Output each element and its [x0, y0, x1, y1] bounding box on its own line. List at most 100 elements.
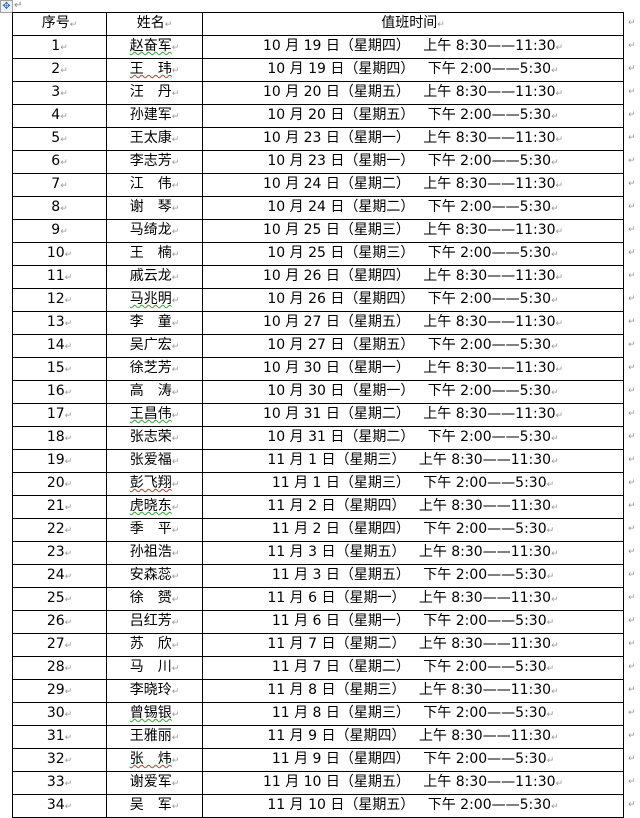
row-number-cell[interactable]: 26 [12, 610, 107, 634]
row-number-cell[interactable]: 13 [12, 311, 107, 335]
duty-time-cell[interactable]: 10 月 24 日（星期二） 下午 2:00——5:30 [202, 196, 624, 220]
duty-time-cell[interactable]: 11 月 8 日（星期三） 下午 2:00——5:30 [202, 702, 624, 726]
duty-time-cell[interactable]: 11 月 2 日（星期四） 上午 8:30——11:30 [202, 495, 624, 519]
name-cell[interactable]: 汪 丹 [106, 81, 203, 105]
row-number-cell[interactable]: 34 [12, 794, 107, 818]
duty-time-cell[interactable]: 11 月 2 日（星期四） 下午 2:00——5:30 [202, 518, 624, 542]
row-number-cell[interactable]: 4 [12, 104, 107, 128]
name-cell[interactable]: 王太康 [106, 127, 203, 151]
row-number-cell[interactable]: 29 [12, 679, 107, 703]
duty-time-cell[interactable]: 11 月 9 日（星期四） 上午 8:30——11:30 [202, 725, 624, 749]
row-number-cell[interactable]: 1 [12, 35, 107, 59]
row-number-cell[interactable]: 14 [12, 334, 107, 358]
row-number-cell[interactable]: 33 [12, 771, 107, 795]
name-cell[interactable]: 王 玮 [106, 58, 203, 82]
name-cell[interactable]: 曾锡银 [106, 702, 203, 726]
name-cell[interactable]: 吕红芳 [106, 610, 203, 634]
duty-time-cell[interactable]: 10 月 25 日（星期三） 下午 2:00——5:30 [202, 242, 624, 266]
name-cell[interactable]: 高 涛 [106, 380, 203, 404]
row-number-cell[interactable]: 25 [12, 587, 107, 611]
name-cell[interactable]: 江 伟 [106, 173, 203, 197]
row-number-cell[interactable]: 17 [12, 403, 107, 427]
name-cell[interactable]: 张 炜 [106, 748, 203, 772]
duty-time-cell[interactable]: 11 月 6 日（星期一） 下午 2:00——5:30 [202, 610, 624, 634]
name-cell[interactable]: 虎晓东 [106, 495, 203, 519]
name-cell[interactable]: 马绮龙 [106, 219, 203, 243]
row-number-cell[interactable]: 30 [12, 702, 107, 726]
name-cell[interactable]: 王昌伟 [106, 403, 203, 427]
name-cell[interactable]: 吴广宏 [106, 334, 203, 358]
duty-time-cell[interactable]: 10 月 20 日（星期五） 上午 8:30——11:30 [202, 81, 624, 105]
name-cell[interactable]: 徐 赟 [106, 587, 203, 611]
row-number-cell[interactable]: 10 [12, 242, 107, 266]
duty-time-cell[interactable]: 10 月 31 日（星期二） 上午 8:30——11:30 [202, 403, 624, 427]
duty-time-cell[interactable]: 10 月 27 日（星期五） 上午 8:30——11:30 [202, 311, 624, 335]
duty-time-cell[interactable]: 10 月 26 日（星期四） 下午 2:00——5:30 [202, 288, 624, 312]
duty-time-cell[interactable]: 11 月 6 日（星期一） 上午 8:30——11:30 [202, 587, 624, 611]
duty-time-cell[interactable]: 11 月 1 日（星期三） 下午 2:00——5:30 [202, 472, 624, 496]
name-cell[interactable]: 张爱福 [106, 449, 203, 473]
name-cell[interactable]: 安森蕊 [106, 564, 203, 588]
name-cell[interactable]: 孙建军 [106, 104, 203, 128]
duty-time-cell[interactable]: 11 月 8 日（星期三） 上午 8:30——11:30 [202, 679, 624, 703]
row-number-cell[interactable]: 21 [12, 495, 107, 519]
row-number-cell[interactable]: 11 [12, 265, 107, 289]
duty-time-cell[interactable]: 10 月 26 日（星期四） 上午 8:30——11:30 [202, 265, 624, 289]
name-cell[interactable]: 李 童 [106, 311, 203, 335]
row-number-cell[interactable]: 27 [12, 633, 107, 657]
row-number-cell[interactable]: 12 [12, 288, 107, 312]
name-cell[interactable]: 李晓玲 [106, 679, 203, 703]
name-cell[interactable]: 戚云龙 [106, 265, 203, 289]
duty-time-cell[interactable]: 10 月 20 日（星期五） 下午 2:00——5:30 [202, 104, 624, 128]
row-number-cell[interactable]: 19 [12, 449, 107, 473]
row-number-cell[interactable]: 23 [12, 541, 107, 565]
row-number-cell[interactable]: 3 [12, 81, 107, 105]
row-number-cell[interactable]: 31 [12, 725, 107, 749]
name-cell[interactable]: 赵奋军 [106, 35, 203, 59]
row-number-cell[interactable]: 2 [12, 58, 107, 82]
name-cell[interactable]: 彭飞翔 [106, 472, 203, 496]
name-cell[interactable]: 张志荣 [106, 426, 203, 450]
row-number-cell[interactable]: 9 [12, 219, 107, 243]
name-cell[interactable]: 李志芳 [106, 150, 203, 174]
name-cell[interactable]: 吴 军 [106, 794, 203, 818]
duty-time-cell[interactable]: 10 月 31 日（星期二） 下午 2:00——5:30 [202, 426, 624, 450]
name-cell[interactable]: 孙祖浩 [106, 541, 203, 565]
row-number-cell[interactable]: 7 [12, 173, 107, 197]
duty-time-cell[interactable]: 11 月 7 日（星期二） 下午 2:00——5:30 [202, 656, 624, 680]
table-move-handle-icon[interactable]: ✥ [0, 0, 13, 13]
row-number-cell[interactable]: 6 [12, 150, 107, 174]
duty-time-cell[interactable]: 11 月 10 日（星期五） 下午 2:00——5:30 [202, 794, 624, 818]
duty-time-cell[interactable]: 10 月 23 日（星期一） 上午 8:30——11:30 [202, 127, 624, 151]
row-number-cell[interactable]: 28 [12, 656, 107, 680]
duty-time-cell[interactable]: 11 月 7 日（星期二） 上午 8:30——11:30 [202, 633, 624, 657]
row-number-cell[interactable]: 5 [12, 127, 107, 151]
name-cell[interactable]: 马兆明 [106, 288, 203, 312]
row-number-cell[interactable]: 16 [12, 380, 107, 404]
row-number-cell[interactable]: 8 [12, 196, 107, 220]
name-cell[interactable]: 季 平 [106, 518, 203, 542]
duty-time-cell[interactable]: 10 月 24 日（星期二） 上午 8:30——11:30 [202, 173, 624, 197]
duty-time-cell[interactable]: 10 月 30 日（星期一） 下午 2:00——5:30 [202, 380, 624, 404]
duty-time-cell[interactable]: 10 月 30 日（星期一） 上午 8:30——11:30 [202, 357, 624, 381]
row-number-cell[interactable]: 20 [12, 472, 107, 496]
name-cell[interactable]: 苏 欣 [106, 633, 203, 657]
duty-time-cell[interactable]: 11 月 10 日（星期五） 上午 8:30——11:30 [202, 771, 624, 795]
name-cell[interactable]: 谢爱军 [106, 771, 203, 795]
duty-time-cell[interactable]: 10 月 25 日（星期三） 上午 8:30——11:30 [202, 219, 624, 243]
duty-time-cell[interactable]: 10 月 19 日（星期四） 上午 8:30——11:30 [202, 35, 624, 59]
duty-time-cell[interactable]: 10 月 27 日（星期五） 下午 2:00——5:30 [202, 334, 624, 358]
duty-time-cell[interactable]: 11 月 9 日（星期四） 下午 2:00——5:30 [202, 748, 624, 772]
name-cell[interactable]: 谢 琴 [106, 196, 203, 220]
duty-time-cell[interactable]: 10 月 19 日（星期四） 下午 2:00——5:30 [202, 58, 624, 82]
duty-time-cell[interactable]: 10 月 23 日（星期一） 下午 2:00——5:30 [202, 150, 624, 174]
duty-time-cell[interactable]: 11 月 3 日（星期五） 上午 8:30——11:30 [202, 541, 624, 565]
row-number-cell[interactable]: 24 [12, 564, 107, 588]
duty-time-cell[interactable]: 11 月 3 日（星期五） 下午 2:00——5:30 [202, 564, 624, 588]
row-number-cell[interactable]: 22 [12, 518, 107, 542]
name-cell[interactable]: 王雅丽 [106, 725, 203, 749]
row-number-cell[interactable]: 32 [12, 748, 107, 772]
duty-time-cell[interactable]: 11 月 1 日（星期三） 上午 8:30——11:30 [202, 449, 624, 473]
row-number-cell[interactable]: 18 [12, 426, 107, 450]
name-cell[interactable]: 马 川 [106, 656, 203, 680]
